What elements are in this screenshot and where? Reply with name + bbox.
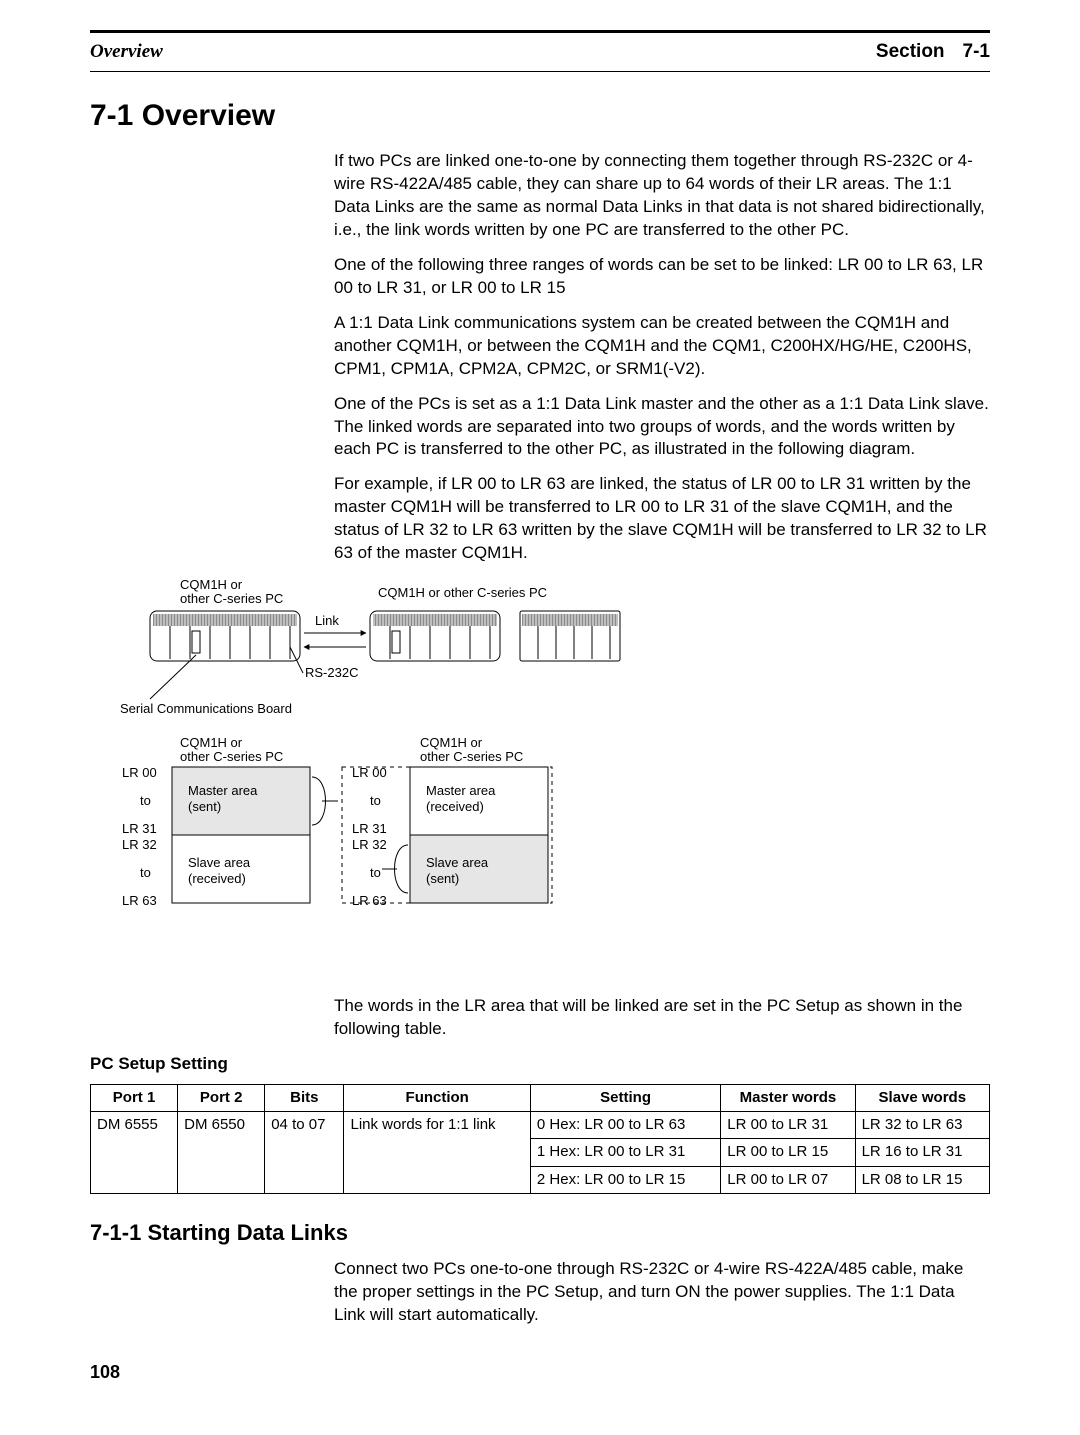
paragraph: A 1:1 Data Link communications system ca… (334, 312, 990, 381)
body-text: If two PCs are linked one-to-one by conn… (334, 150, 990, 565)
page-number: 108 (90, 1360, 990, 1384)
td-master: LR 00 to LR 15 (721, 1139, 855, 1166)
plc-right-icon (370, 611, 500, 661)
diag-lr-label: LR 63 (122, 893, 157, 908)
td-setting: 2 Hex: LR 00 to LR 15 (530, 1166, 720, 1193)
table-row: DM 6555 DM 6550 04 to 07 Link words for … (91, 1112, 990, 1139)
td-slave: LR 16 to LR 31 (855, 1139, 989, 1166)
th-port2: Port 2 (178, 1084, 265, 1111)
section-number: 7-1 (963, 41, 990, 62)
diag-box-label: Master area (426, 783, 496, 798)
subsection-title: 7-1-1 Starting Data Links (90, 1218, 990, 1248)
header-right: Section 7-1 (876, 39, 990, 65)
diag-box-label: Master area (188, 783, 258, 798)
diag-link-label: Link (315, 613, 339, 628)
diag-lr-label: LR 32 (352, 837, 387, 852)
diag-col-label: CQM1H or (420, 735, 483, 750)
diagram: CQM1H or other C-series PC CQM1H or othe… (90, 577, 990, 977)
plc-right-small-icon (520, 611, 620, 661)
diag-lr-label: to (370, 865, 381, 880)
table-header-row: Port 1 Port 2 Bits Function Setting Mast… (91, 1084, 990, 1111)
paragraph: If two PCs are linked one-to-one by conn… (334, 150, 990, 242)
td-port1: DM 6555 (91, 1112, 178, 1194)
diag-box-label: (sent) (426, 871, 459, 886)
td-port2: DM 6550 (178, 1112, 265, 1194)
diag-lr-label: LR 00 (122, 765, 157, 780)
diag-scb-label: Serial Communications Board (120, 701, 292, 716)
section-title: 7-1 Overview (90, 96, 990, 137)
diag-label: CQM1H or (180, 577, 243, 592)
paragraph: For example, if LR 00 to LR 63 are linke… (334, 473, 990, 565)
plc-left-icon (150, 611, 300, 661)
pc-setup-table: Port 1 Port 2 Bits Function Setting Mast… (90, 1084, 990, 1194)
diag-label: CQM1H or other C-series PC (378, 585, 547, 600)
td-master: LR 00 to LR 07 (721, 1166, 855, 1193)
pc-setup-heading: PC Setup Setting (90, 1053, 990, 1076)
diag-box-label: Slave area (426, 855, 489, 870)
td-setting: 1 Hex: LR 00 to LR 31 (530, 1139, 720, 1166)
td-master: LR 00 to LR 31 (721, 1112, 855, 1139)
diag-label: other C-series PC (180, 591, 283, 606)
diag-lr-label: LR 31 (352, 821, 387, 836)
td-slave: LR 32 to LR 63 (855, 1112, 989, 1139)
diag-lr-label: to (140, 865, 151, 880)
body-text-after-diagram: The words in the LR area that will be li… (334, 995, 990, 1041)
paragraph: Connect two PCs one-to-one through RS-23… (334, 1258, 990, 1327)
body-text-subsection: Connect two PCs one-to-one through RS-23… (334, 1258, 990, 1327)
td-function: Link words for 1:1 link (344, 1112, 530, 1194)
header-left: Overview (90, 39, 163, 65)
th-bits: Bits (265, 1084, 344, 1111)
diag-col-label: other C-series PC (180, 749, 283, 764)
diag-box-label: (received) (426, 799, 484, 814)
td-bits: 04 to 07 (265, 1112, 344, 1194)
diag-col-label: CQM1H or (180, 735, 243, 750)
diag-col-label: other C-series PC (420, 749, 523, 764)
th-slave: Slave words (855, 1084, 989, 1111)
th-port1: Port 1 (91, 1084, 178, 1111)
diag-lr-label: LR 31 (122, 821, 157, 836)
paragraph: One of the following three ranges of wor… (334, 254, 990, 300)
diag-box-label: (sent) (188, 799, 221, 814)
th-function: Function (344, 1084, 530, 1111)
diag-lr-label: LR 63 (352, 893, 387, 908)
diag-lr-label: LR 32 (122, 837, 157, 852)
th-master: Master words (721, 1084, 855, 1111)
diag-rs232c-label: RS-232C (305, 665, 358, 680)
section-label: Section (876, 41, 945, 62)
diag-box-label: Slave area (188, 855, 251, 870)
paragraph: One of the PCs is set as a 1:1 Data Link… (334, 393, 990, 462)
diag-lr-label: to (370, 793, 381, 808)
paragraph: The words in the LR area that will be li… (334, 995, 990, 1041)
diagram-svg: CQM1H or other C-series PC CQM1H or othe… (90, 577, 650, 977)
th-setting: Setting (530, 1084, 720, 1111)
td-setting: 0 Hex: LR 00 to LR 63 (530, 1112, 720, 1139)
page-header: Overview Section 7-1 (90, 35, 990, 71)
td-slave: LR 08 to LR 15 (855, 1166, 989, 1193)
diag-lr-label: to (140, 793, 151, 808)
diag-box-label: (received) (188, 871, 246, 886)
